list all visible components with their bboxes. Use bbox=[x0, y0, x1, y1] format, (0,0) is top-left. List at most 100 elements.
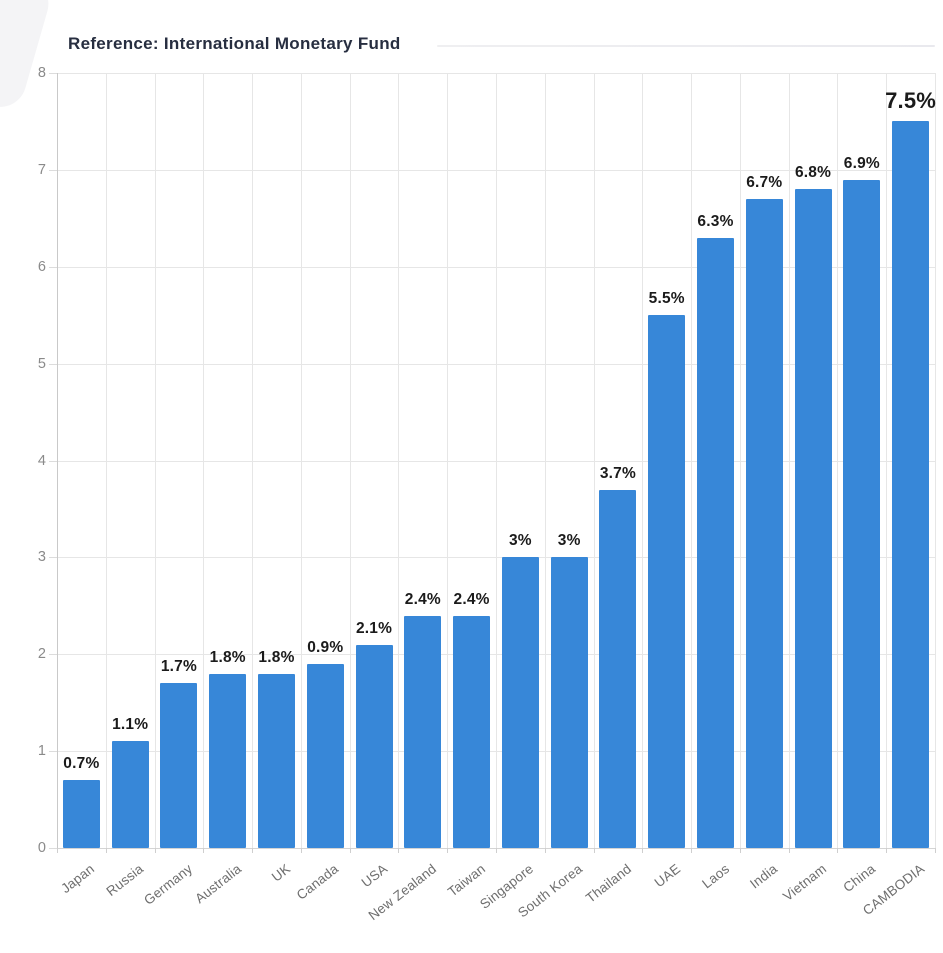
gridline-vertical bbox=[154, 73, 156, 848]
x-tick-mark bbox=[57, 848, 58, 853]
bar-value-label: 0.9% bbox=[307, 638, 344, 656]
bar-cambodia bbox=[892, 121, 930, 848]
bar-new-zealand bbox=[404, 615, 442, 848]
bar-usa bbox=[355, 644, 393, 848]
y-axis-line bbox=[57, 73, 58, 848]
bar-china bbox=[843, 179, 881, 848]
y-tick-label: 8 bbox=[37, 65, 46, 81]
x-category-label: Vietnam bbox=[780, 861, 830, 905]
x-tick-mark bbox=[398, 848, 400, 853]
bar-value-label: 6.3% bbox=[697, 212, 734, 230]
bar-value-label: 3.7% bbox=[599, 464, 636, 482]
bar-laos bbox=[697, 237, 734, 848]
bar-thailand bbox=[599, 489, 637, 848]
y-tick-label: 1 bbox=[37, 743, 46, 760]
gridline-vertical bbox=[300, 73, 302, 848]
x-tick-mark bbox=[203, 848, 205, 853]
x-tick-mark bbox=[252, 848, 254, 853]
x-tick-mark bbox=[447, 848, 449, 853]
bar-value-label: 1.1% bbox=[112, 716, 149, 734]
gridline-vertical bbox=[886, 73, 888, 848]
x-tick-mark bbox=[544, 848, 546, 853]
y-tick-mark bbox=[49, 363, 57, 365]
gridline-vertical bbox=[252, 73, 254, 848]
x-category-label: Laos bbox=[698, 861, 732, 892]
y-tick-label: 4 bbox=[37, 452, 46, 469]
x-tick-mark bbox=[496, 848, 497, 853]
gridline-vertical bbox=[349, 73, 351, 848]
gridline-vertical bbox=[203, 73, 205, 848]
bar-value-label: 1.7% bbox=[160, 658, 197, 676]
chart-title: Reference: International Monetary Fund bbox=[68, 34, 401, 53]
y-tick-label: 3 bbox=[37, 549, 46, 566]
x-category-label: USA bbox=[358, 861, 391, 891]
title-divider bbox=[437, 45, 935, 47]
gridline-vertical bbox=[496, 73, 497, 848]
y-tick-mark bbox=[49, 557, 57, 559]
y-tick-mark bbox=[49, 169, 57, 171]
y-tick-label: 7 bbox=[37, 161, 46, 178]
bar-uae bbox=[648, 315, 686, 848]
x-category-label: China bbox=[840, 861, 879, 896]
y-tick-label: 6 bbox=[37, 258, 46, 275]
x-tick-mark bbox=[739, 848, 741, 853]
gridline-vertical bbox=[739, 73, 741, 848]
bar-germany bbox=[160, 683, 198, 848]
gridline-vertical bbox=[447, 73, 449, 848]
bar-value-label: 2.1% bbox=[355, 619, 393, 637]
x-category-label: UK bbox=[268, 861, 293, 885]
x-category-label: Russia bbox=[103, 861, 147, 899]
x-category-label: Taiwan bbox=[444, 861, 488, 900]
bar-taiwan bbox=[453, 615, 491, 848]
x-tick-mark bbox=[837, 848, 839, 853]
bar-japan bbox=[62, 780, 100, 848]
gridline-vertical bbox=[788, 73, 790, 848]
x-category-label: Thailand bbox=[582, 861, 635, 906]
bar-value-label: 3% bbox=[557, 532, 581, 550]
x-tick-mark bbox=[886, 848, 888, 853]
y-tick-mark bbox=[49, 460, 57, 462]
x-category-label: UAE bbox=[651, 861, 683, 891]
gridline-vertical bbox=[398, 73, 400, 848]
y-tick-mark bbox=[49, 654, 57, 656]
x-tick-mark bbox=[349, 848, 351, 853]
y-tick-mark bbox=[49, 73, 57, 74]
x-category-label: Canada bbox=[294, 861, 342, 903]
gridline-vertical bbox=[105, 73, 107, 848]
gridline-vertical bbox=[593, 73, 595, 848]
bar-value-label: 2.4% bbox=[404, 590, 441, 608]
x-category-label: Australia bbox=[191, 861, 244, 907]
x-tick-mark bbox=[788, 848, 790, 853]
bar-value-label: 6.8% bbox=[794, 164, 832, 182]
bar-value-label: 0.7% bbox=[63, 755, 100, 773]
bar-uk bbox=[258, 673, 295, 848]
x-category-label: Germany bbox=[141, 861, 196, 908]
bar-value-label: 1.8% bbox=[258, 648, 295, 666]
bar-india bbox=[745, 198, 783, 848]
bar-singapore bbox=[501, 557, 539, 848]
bar-australia bbox=[209, 673, 247, 848]
y-tick-mark bbox=[49, 266, 57, 268]
x-tick-mark bbox=[935, 848, 936, 853]
bar-canada bbox=[306, 663, 344, 848]
x-tick-mark bbox=[642, 848, 644, 853]
gridline-vertical bbox=[935, 73, 936, 848]
x-tick-mark bbox=[154, 848, 156, 853]
x-category-label: India bbox=[747, 861, 781, 892]
x-tick-mark bbox=[691, 848, 693, 853]
bar-value-label: 2.4% bbox=[453, 590, 490, 608]
bar-russia bbox=[111, 741, 149, 848]
bar-value-label: 5.5% bbox=[648, 290, 685, 308]
x-tick-mark bbox=[300, 848, 302, 853]
x-tick-mark bbox=[105, 848, 107, 853]
y-tick-mark bbox=[49, 751, 57, 753]
bar-vietnam bbox=[794, 189, 832, 848]
bar-value-label: 7.5% bbox=[885, 88, 937, 114]
bar-value-label: 1.8% bbox=[209, 648, 246, 666]
x-tick-mark bbox=[593, 848, 595, 853]
y-tick-label: 0 bbox=[37, 840, 46, 856]
x-category-label: Japan bbox=[58, 861, 98, 897]
bar-south-korea bbox=[550, 557, 588, 848]
gridline-vertical bbox=[642, 73, 644, 848]
